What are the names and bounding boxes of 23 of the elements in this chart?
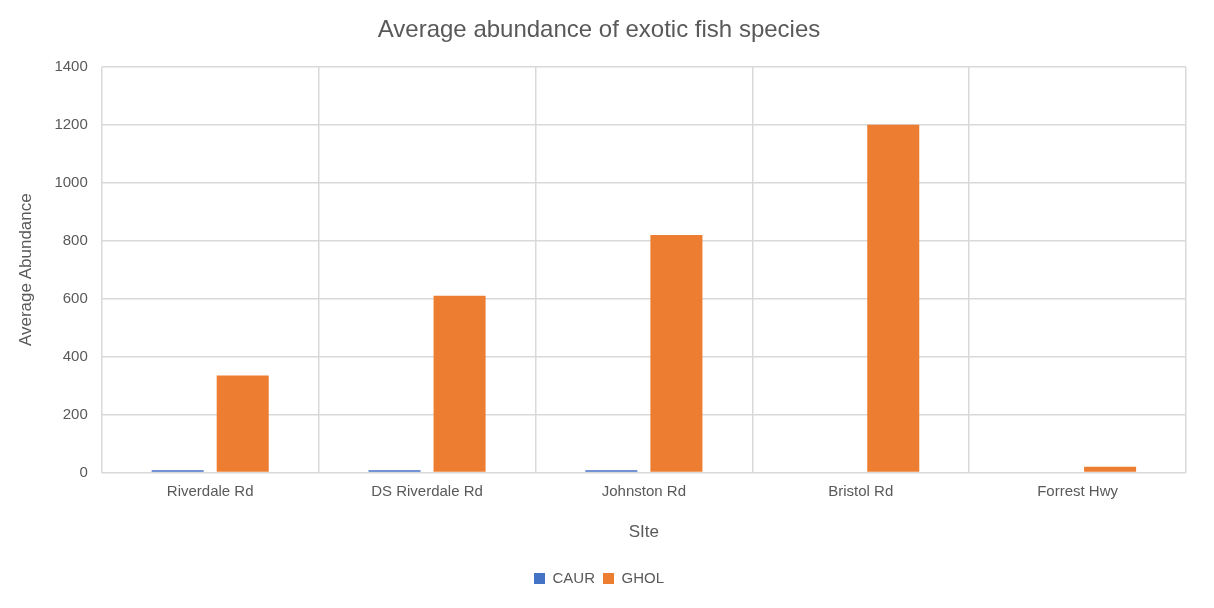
x-tick-label: Bristol Rd [828,481,894,499]
y-tick-label: 800 [62,230,88,248]
bar [433,295,486,472]
x-tick-label: Riverdale Rd [166,481,254,499]
x-axis-title: SIte [628,522,660,542]
y-axis-title: Average Abundance [15,193,35,347]
y-tick-label: 1400 [54,56,88,74]
x-tick-label: Johnston Rd [601,481,686,499]
bar [650,234,703,472]
bar [1084,466,1137,472]
y-tick-label: 0 [79,462,88,480]
y-tick-label: 200 [62,404,88,422]
y-tick-label: 1000 [54,172,88,190]
legend-label: GHOL [621,568,665,586]
x-tick-label: DS Riverdale Rd [371,481,483,499]
chart-title: Average abundance of exotic fish species [377,15,821,43]
bar [867,124,920,472]
y-tick-label: 600 [62,288,88,306]
legend-label: CAUR [552,568,596,586]
y-tick-label: 1200 [54,114,88,132]
y-tick-label: 400 [62,346,88,364]
x-tick-label: Forrest Hwy [1037,481,1119,499]
bar [216,375,269,472]
